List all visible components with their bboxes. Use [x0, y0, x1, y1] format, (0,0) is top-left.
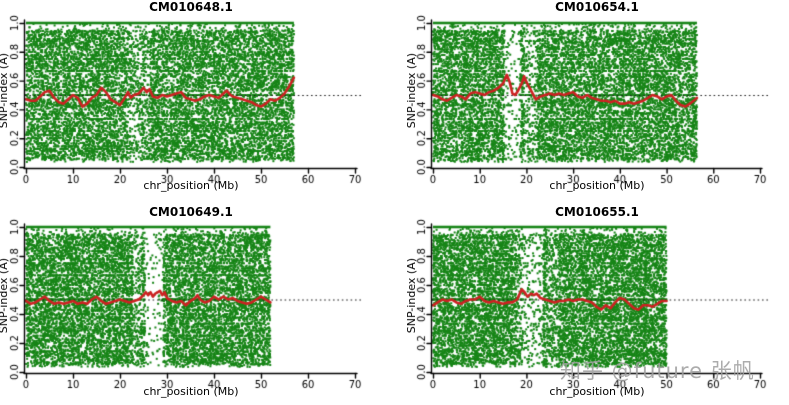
- scatter-plot-canvas: [394, 0, 789, 202]
- scatter-plot-canvas: [394, 202, 789, 405]
- y-axis-label: SNP-index (A): [405, 258, 418, 334]
- panel-top-right: CM010654.1 SNP-index (A) chr_position (M…: [394, 0, 789, 202]
- scatter-plot-canvas: [0, 202, 394, 405]
- y-axis-label: SNP-index (A): [0, 258, 10, 334]
- panel-title: CM010648.1: [149, 0, 233, 14]
- x-axis-label: chr_position (Mb): [549, 179, 645, 192]
- panel-title: CM010654.1: [555, 0, 639, 14]
- y-axis-label: SNP-index (A): [405, 53, 418, 129]
- panel-title: CM010649.1: [149, 205, 233, 219]
- panel-bottom-left: CM010649.1 SNP-index (A) chr_position (M…: [0, 202, 394, 405]
- watermark-text: 知乎 @future 张帆: [560, 359, 755, 383]
- x-axis-label: chr_position (Mb): [143, 385, 239, 398]
- panel-top-left: CM010648.1 SNP-index (A) chr_position (M…: [0, 0, 394, 202]
- panel-title: CM010655.1: [555, 205, 639, 219]
- scatter-plot-canvas: [0, 0, 394, 202]
- x-axis-label: chr_position (Mb): [143, 179, 239, 192]
- panel-bottom-right: CM010655.1 SNP-index (A) chr_position (M…: [394, 202, 789, 405]
- y-axis-label: SNP-index (A): [0, 53, 10, 129]
- x-axis-label: chr_position (Mb): [549, 385, 645, 398]
